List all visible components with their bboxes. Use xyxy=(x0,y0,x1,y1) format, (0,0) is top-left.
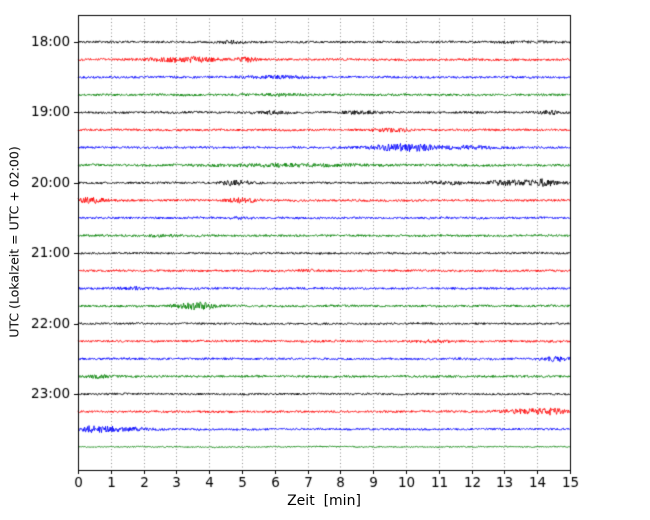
y-axis-label: UTC (Lokalzeit = UTC + 02:00) xyxy=(6,146,22,338)
x-axis-label: Zeit [min] xyxy=(287,493,361,509)
